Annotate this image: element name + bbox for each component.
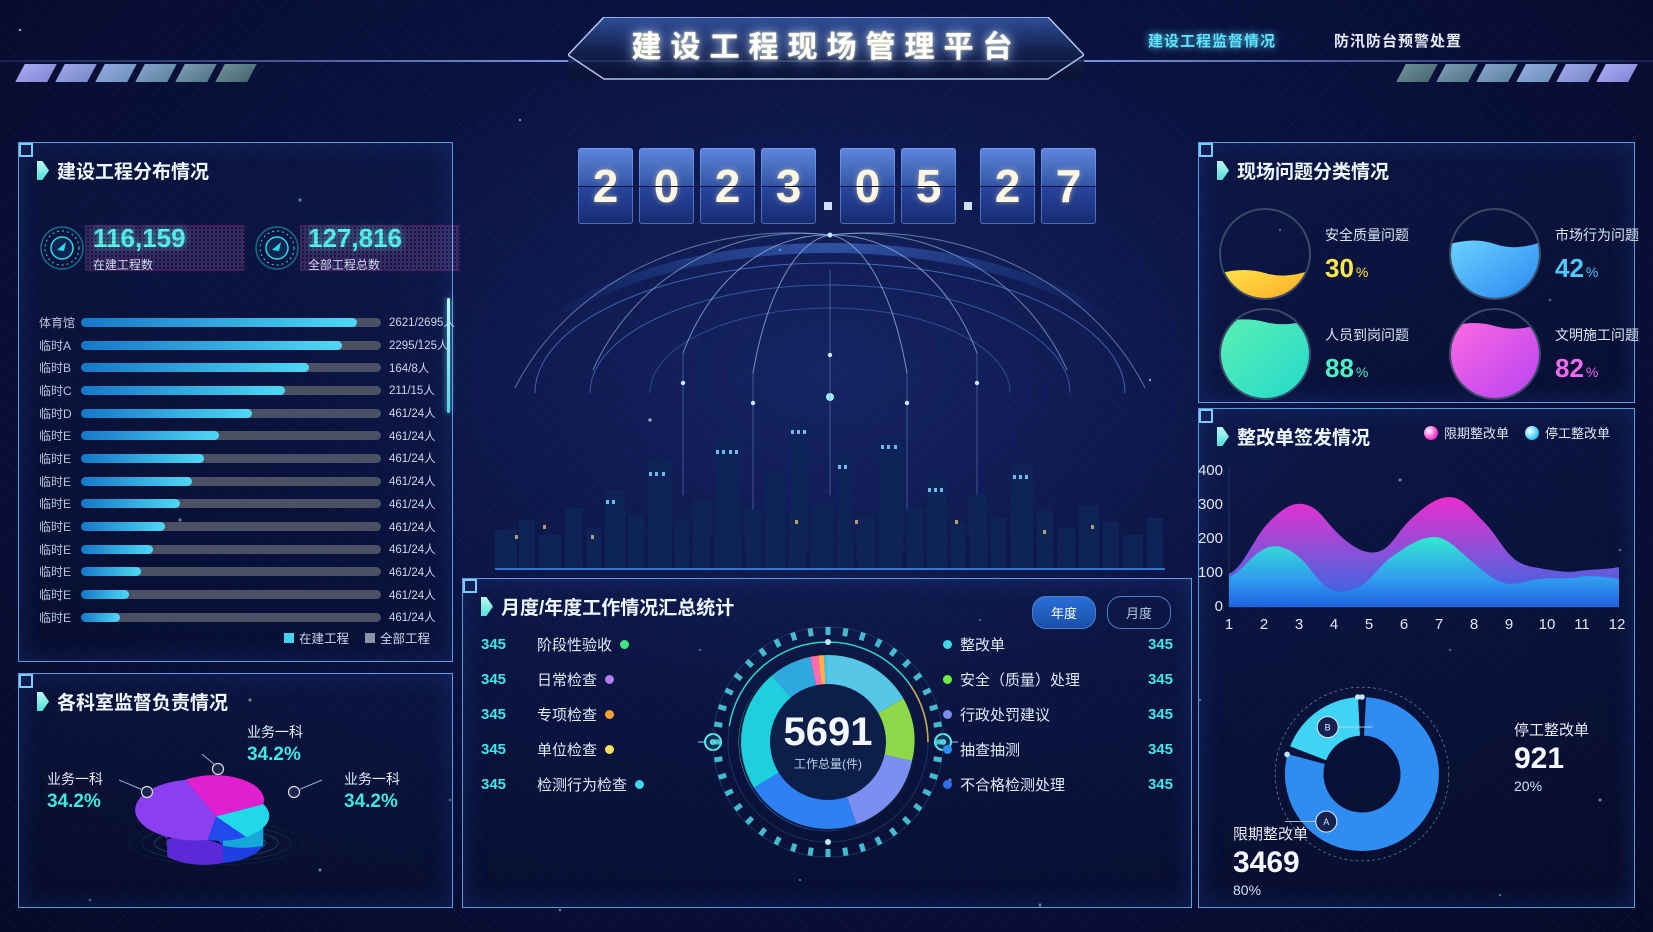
svg-text:1: 1 xyxy=(1225,616,1233,633)
svg-text:6: 6 xyxy=(1400,616,1408,633)
svg-text:11: 11 xyxy=(1574,616,1590,633)
svg-text:5: 5 xyxy=(1365,616,1373,633)
svg-text:200: 200 xyxy=(1199,530,1223,547)
svg-text:7: 7 xyxy=(1435,616,1443,633)
svg-text:5691: 5691 xyxy=(784,710,873,754)
svg-text:12: 12 xyxy=(1609,616,1626,633)
svg-text:A: A xyxy=(1323,817,1330,827)
svg-text:4: 4 xyxy=(1330,616,1338,633)
svg-text:B: B xyxy=(1325,723,1331,733)
svg-text:3: 3 xyxy=(1295,616,1303,633)
svg-text:0: 0 xyxy=(1215,598,1223,615)
svg-text:2: 2 xyxy=(1260,616,1268,633)
svg-text:300: 300 xyxy=(1199,496,1223,513)
svg-text:10: 10 xyxy=(1539,616,1556,633)
svg-text:400: 400 xyxy=(1199,462,1223,479)
svg-text:100: 100 xyxy=(1199,564,1223,581)
svg-text:9: 9 xyxy=(1505,616,1513,633)
svg-text:工作总量(件): 工作总量(件) xyxy=(794,757,862,771)
svg-text:8: 8 xyxy=(1470,616,1478,633)
